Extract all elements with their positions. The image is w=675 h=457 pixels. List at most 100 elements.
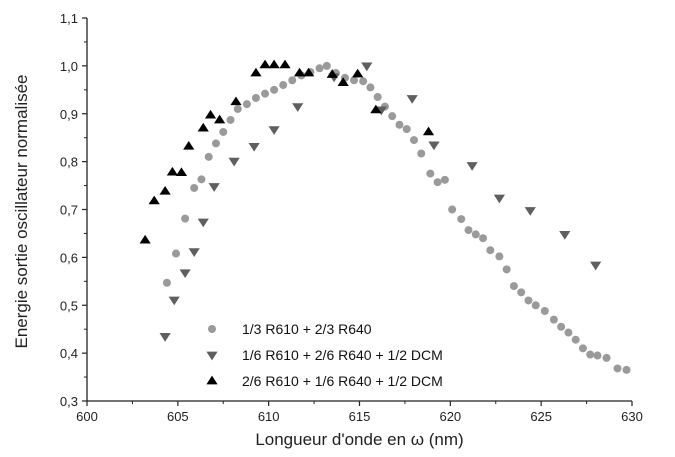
data-marks xyxy=(139,59,631,374)
data-point xyxy=(557,322,566,331)
data-point xyxy=(479,234,488,243)
data-point xyxy=(175,167,188,176)
data-point xyxy=(395,120,404,129)
data-point xyxy=(464,226,473,235)
data-point xyxy=(219,127,228,136)
data-point xyxy=(602,353,611,362)
data-point xyxy=(214,114,226,124)
data-point xyxy=(326,69,338,78)
x-tick-label: 610 xyxy=(258,409,280,424)
data-point xyxy=(559,231,571,240)
x-tick-label: 630 xyxy=(621,409,643,424)
data-point xyxy=(590,261,602,271)
data-point xyxy=(148,195,160,205)
data-point xyxy=(159,185,171,195)
data-point xyxy=(204,152,213,161)
data-point xyxy=(242,100,251,109)
legend-label: 2/6 R610 + 1/6 R640 + 1/2 DCM xyxy=(242,373,443,389)
data-point xyxy=(422,126,435,136)
data-point xyxy=(417,149,426,158)
data-point xyxy=(228,157,240,167)
data-point xyxy=(183,140,195,150)
data-point xyxy=(248,142,260,152)
data-point xyxy=(322,61,331,70)
data-point xyxy=(230,96,242,106)
data-point xyxy=(197,218,209,228)
data-point xyxy=(509,282,518,291)
x-tick-label: 600 xyxy=(76,409,98,424)
data-point xyxy=(350,76,359,85)
data-point xyxy=(172,249,181,258)
data-point xyxy=(471,230,480,239)
x-tick-label: 605 xyxy=(167,409,189,424)
y-tick-label: 0,4 xyxy=(60,346,78,361)
data-point xyxy=(179,269,191,279)
data-point xyxy=(440,175,449,184)
data-point xyxy=(564,328,573,337)
y-tick-label: 0,6 xyxy=(60,250,78,265)
data-point xyxy=(168,296,180,306)
data-point xyxy=(361,62,373,72)
data-point xyxy=(166,166,178,176)
data-point xyxy=(208,183,220,192)
data-point xyxy=(428,141,440,151)
data-point xyxy=(502,265,511,274)
x-tick-label: 620 xyxy=(439,409,461,424)
data-point xyxy=(540,306,549,315)
data-point xyxy=(466,162,478,171)
data-point xyxy=(337,77,349,86)
legend: 1/3 R610 + 2/3 R640 1/6 R610 + 2/6 R640 +… xyxy=(206,321,443,389)
legend-marker xyxy=(206,375,218,385)
data-point xyxy=(486,246,495,255)
data-point xyxy=(426,169,435,178)
data-point xyxy=(366,83,375,92)
data-point xyxy=(279,81,288,90)
data-point xyxy=(622,365,631,374)
y-tick-label: 0,5 xyxy=(60,298,78,313)
legend-marker xyxy=(206,351,218,361)
y-axis-label: Energie sortie oscillateur normalisée xyxy=(12,74,31,348)
data-point xyxy=(197,175,206,184)
data-point xyxy=(524,207,536,216)
data-point xyxy=(250,67,262,77)
data-point xyxy=(578,344,587,353)
y-tick-label: 0,3 xyxy=(60,394,78,409)
data-point xyxy=(268,126,280,135)
data-point xyxy=(293,67,306,77)
series-2 xyxy=(159,62,602,342)
data-point xyxy=(233,104,242,113)
data-point xyxy=(190,183,199,192)
data-point xyxy=(211,139,220,148)
data-point xyxy=(315,64,324,73)
axes: 600 605 610 615 620 625 630 0,3 0,4 0,5 0,6 0,7 0,8 0… xyxy=(60,11,643,424)
data-point xyxy=(370,104,382,114)
data-point xyxy=(531,301,540,310)
legend-label: 1/6 R610 + 2/6 R640 + 1/2 DCM xyxy=(242,347,443,363)
data-point xyxy=(613,364,622,373)
data-point xyxy=(352,68,364,78)
data-point xyxy=(495,252,504,261)
data-point xyxy=(549,315,558,324)
x-tick-label: 625 xyxy=(530,409,552,424)
data-point xyxy=(493,194,505,204)
data-point xyxy=(373,92,382,101)
data-point xyxy=(410,136,418,145)
y-tick-label: 1,0 xyxy=(60,59,78,74)
legend-label: 1/3 R610 + 2/3 R640 xyxy=(242,321,372,337)
x-axis-label: Longueur d'onde en ω (nm) xyxy=(255,430,463,449)
data-point xyxy=(251,93,260,102)
data-point xyxy=(181,214,190,223)
data-point xyxy=(288,76,297,85)
data-point xyxy=(571,335,580,344)
data-point xyxy=(457,215,466,224)
data-point xyxy=(359,77,368,86)
data-point xyxy=(433,178,442,187)
data-point xyxy=(270,85,279,94)
data-point xyxy=(139,234,151,244)
data-point xyxy=(586,350,595,359)
y-tick-label: 1,1 xyxy=(60,11,78,26)
data-point xyxy=(162,278,171,287)
data-point xyxy=(406,95,418,104)
data-point xyxy=(159,333,171,342)
